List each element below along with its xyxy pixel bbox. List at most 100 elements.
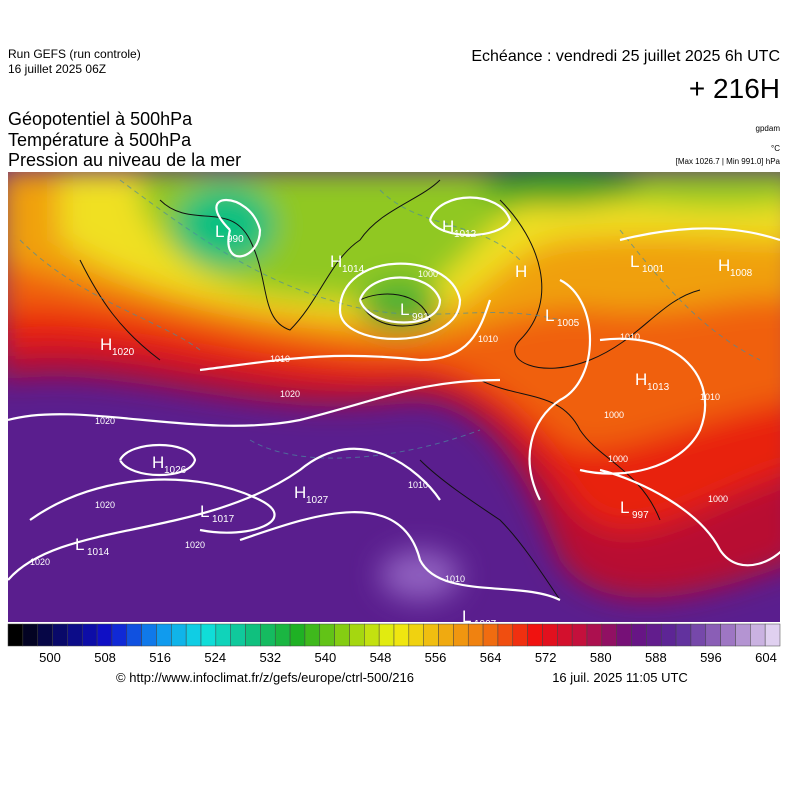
center-value: 1014 bbox=[87, 547, 110, 558]
center-value: 1017 bbox=[212, 514, 235, 525]
colorbar-swatch bbox=[334, 623, 350, 647]
lead-time: + 216H bbox=[689, 73, 780, 104]
center-value: 991 bbox=[412, 312, 429, 323]
valid-time: Echéance : vendredi 25 juillet 2025 6h U… bbox=[471, 48, 780, 65]
colorbar-swatch bbox=[616, 623, 632, 647]
center-value: 997 bbox=[632, 510, 649, 521]
colorbar-swatch bbox=[750, 623, 766, 647]
center-letter: H bbox=[635, 370, 647, 389]
colorbar-swatch bbox=[171, 623, 187, 647]
colorbar-swatch bbox=[527, 623, 543, 647]
center-value: 1027 bbox=[306, 495, 329, 506]
center-letter: L bbox=[545, 306, 554, 325]
colorbar-swatch bbox=[497, 623, 514, 647]
colorbar-swatch bbox=[364, 623, 380, 647]
isobar-label: 1020 bbox=[185, 540, 205, 550]
center-value: 1001 bbox=[642, 264, 665, 275]
colorbar-swatch bbox=[690, 623, 707, 647]
center-value: 1020 bbox=[112, 347, 135, 358]
colorbar: 500 508 516 524 532 540 548 556 564 572 580 588 596 6… bbox=[7, 623, 781, 665]
colorbar-swatch bbox=[185, 623, 202, 647]
center-letter: H bbox=[515, 262, 527, 281]
run-label: Run GEFS (run controle) bbox=[8, 47, 141, 61]
colorbar-swatch bbox=[22, 623, 38, 647]
colorbar-swatch bbox=[393, 623, 410, 647]
center-letter: L bbox=[75, 535, 84, 554]
colorbar-tick-label: 540 bbox=[315, 650, 337, 665]
isobar-label: 1000 bbox=[418, 269, 438, 279]
colorbar-swatch bbox=[675, 623, 692, 647]
field-label: Géopotentiel à 500hPa bbox=[8, 109, 193, 129]
center-letter: H bbox=[152, 453, 164, 472]
colorbar-tick-label: 516 bbox=[149, 650, 171, 665]
colorbar-swatch bbox=[319, 623, 335, 647]
center-letter: H bbox=[294, 483, 306, 502]
colorbar-swatch bbox=[705, 623, 721, 647]
colorbar-swatch bbox=[631, 623, 647, 647]
isobar-label: 1020 bbox=[30, 557, 50, 567]
colorbar-swatch bbox=[512, 623, 528, 647]
colorbar-swatch bbox=[111, 623, 128, 647]
unit-label: gpdam bbox=[756, 124, 781, 133]
colorbar-tick-label: 500 bbox=[39, 650, 61, 665]
colorbar-swatch bbox=[764, 623, 781, 647]
center-letter: L bbox=[620, 498, 629, 517]
colorbar-swatch bbox=[126, 623, 142, 647]
center-letter: H bbox=[718, 256, 730, 275]
isobar-label: 1010 bbox=[700, 392, 720, 402]
colorbar-swatch bbox=[260, 623, 276, 647]
unit-label: °C bbox=[771, 144, 780, 153]
isobar-label: 1020 bbox=[280, 389, 300, 399]
isobar-label: 1000 bbox=[608, 454, 628, 464]
isobar-label: 1010 bbox=[408, 480, 428, 490]
run-date: 16 juillet 2025 06Z bbox=[8, 62, 106, 76]
center-letter: H bbox=[330, 252, 342, 271]
isobar-label: 1000 bbox=[604, 410, 624, 420]
isobar-label: 1010 bbox=[445, 574, 465, 584]
colorbar-swatch bbox=[67, 623, 83, 647]
source-url: © http://www.infoclimat.fr/z/gefs/europe… bbox=[116, 670, 414, 685]
colorbar-tick-label: 548 bbox=[370, 650, 392, 665]
colorbar-swatch bbox=[646, 623, 662, 647]
colorbar-swatch bbox=[735, 623, 751, 647]
colorbar-swatch bbox=[52, 623, 68, 647]
colorbar-swatch bbox=[720, 623, 736, 647]
center-value: 1014 bbox=[342, 264, 365, 275]
colorbar-swatch bbox=[586, 623, 603, 647]
pressure-range: [Max 1026.7 | Min 991.0] hPa bbox=[676, 157, 781, 166]
colorbar-swatch bbox=[274, 623, 291, 647]
colorbar-tick-label: 572 bbox=[535, 650, 557, 665]
isobar-label: 1020 bbox=[95, 500, 115, 510]
colorbar-swatch bbox=[304, 623, 321, 647]
colorbar-tick-label: 508 bbox=[94, 650, 116, 665]
issued-time: 16 juil. 2025 11:05 UTC bbox=[552, 670, 688, 685]
colorbar-swatch bbox=[423, 623, 439, 647]
map bbox=[8, 172, 780, 622]
colorbar-swatch bbox=[557, 623, 573, 647]
isobar-label: 1010 bbox=[270, 354, 290, 364]
colorbar-swatch bbox=[37, 623, 53, 647]
colorbar-swatch bbox=[453, 623, 469, 647]
center-value: 1026 bbox=[164, 465, 187, 476]
center-letter: L bbox=[215, 222, 224, 241]
colorbar-tick-label: 564 bbox=[480, 650, 502, 665]
colorbar-swatch bbox=[7, 623, 24, 647]
colorbar-swatch bbox=[230, 623, 246, 647]
colorbar-swatch bbox=[467, 623, 484, 647]
colorbar-swatch bbox=[200, 623, 217, 647]
colorbar-swatch bbox=[408, 623, 424, 647]
colorbar-swatch bbox=[141, 623, 157, 647]
center-value: 1013 bbox=[647, 382, 670, 393]
colorbar-tick-label: 604 bbox=[755, 650, 777, 665]
center-letter: L bbox=[630, 252, 639, 271]
isobar-label: 1010 bbox=[478, 334, 498, 344]
colorbar-swatch bbox=[156, 623, 172, 647]
colorbar-swatch bbox=[571, 623, 588, 647]
center-letter: H bbox=[442, 217, 454, 236]
colorbar-swatch bbox=[542, 623, 558, 647]
center-value: 990 bbox=[227, 234, 244, 245]
isobar-label: 1000 bbox=[708, 494, 728, 504]
field-label: Pression au niveau de la mer bbox=[8, 150, 241, 170]
center-value: 1005 bbox=[557, 318, 580, 329]
